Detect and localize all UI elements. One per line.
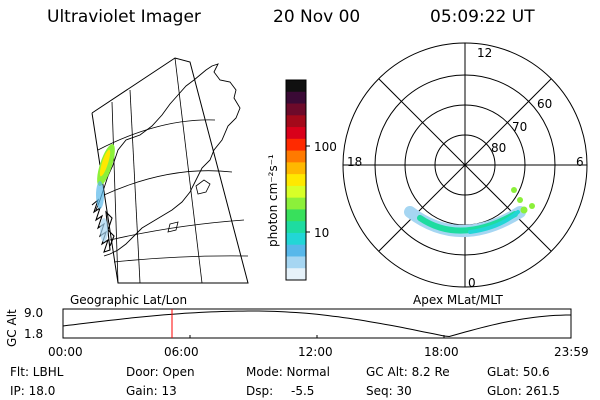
colorbar-band — [286, 209, 306, 222]
colorbar-tick-10: 10 — [314, 226, 330, 240]
parallel-line — [109, 219, 245, 241]
colorbar-band — [286, 103, 306, 116]
date-label: 20 Nov 00 — [273, 7, 361, 27]
instrument-title: Ultraviolet Imager — [47, 7, 201, 27]
colorbar-band — [286, 115, 306, 128]
geographic-map — [91, 57, 249, 284]
colorbar-band — [286, 256, 306, 269]
meridian-line — [129, 89, 141, 284]
geographic-panel-label: Geographic Lat/Lon — [70, 293, 188, 307]
colorbar-band — [286, 127, 306, 140]
coastline-island — [195, 179, 211, 195]
colorbar-band — [286, 221, 306, 234]
parallel-line — [97, 119, 216, 151]
mlat-label-80: 80 — [491, 141, 507, 155]
polar-panel-label: Apex MLat/MLT — [413, 293, 503, 307]
mlt-label-12: 12 — [477, 46, 493, 60]
colorbar-band — [286, 185, 306, 199]
coastline-island — [167, 221, 179, 233]
mlt-label-18: 18 — [347, 155, 363, 169]
gc-alt-info: GC Alt: 8.2 Re — [366, 365, 450, 379]
dsp-label: Dsp: — [246, 384, 274, 398]
altitude-plot — [62, 308, 572, 339]
parallel-line — [103, 170, 233, 196]
colorbar-band — [286, 91, 306, 105]
meridian-line — [174, 57, 203, 284]
mlat-label-60: 60 — [537, 97, 553, 111]
dsp-value: -5.5 — [291, 384, 315, 398]
colorbar-band — [286, 138, 306, 152]
altitude-xtick-0600: 06:00 — [164, 345, 199, 359]
mode-info: Mode: Normal — [246, 365, 330, 379]
altitude-ylabel: GC Alt — [5, 309, 19, 347]
mlat-label-70: 70 — [512, 120, 528, 134]
door-info: Door: Open — [126, 365, 195, 379]
colorbar-band — [286, 268, 306, 281]
colorbar — [285, 79, 310, 281]
aurora-geographic — [96, 143, 115, 242]
colorbar-unit-label: photon cm⁻²s⁻¹ — [266, 154, 280, 247]
ip-info: IP: 18.0 — [10, 384, 56, 398]
altitude-curve — [62, 310, 571, 338]
colorbar-band — [286, 174, 306, 187]
polar-plot — [342, 42, 588, 288]
seq-info: Seq: 30 — [366, 384, 412, 398]
altitude-xtick-1800: 18:00 — [424, 345, 459, 359]
altitude-xtick-1200: 12:00 — [298, 345, 333, 359]
map-frame — [91, 57, 249, 284]
altitude-ytick-min: 1.8 — [24, 327, 44, 341]
altitude-ytick-max: 9.0 — [24, 306, 44, 320]
mlt-label-0: 0 — [468, 276, 476, 290]
colorbar-band — [286, 244, 306, 257]
altitude-xtick-0000: 00:00 — [48, 345, 83, 359]
coastline — [95, 63, 241, 257]
colorbar-band — [286, 150, 306, 163]
glat-info: GLat: 50.6 — [487, 365, 550, 379]
polar-axis-diagonal — [378, 78, 552, 252]
colorbar-band — [286, 232, 306, 246]
meridian-line — [111, 101, 119, 284]
colorbar-band — [286, 80, 306, 93]
filter-info: Flt: LBHL — [10, 365, 64, 379]
colorbar-band — [286, 197, 306, 210]
colorbar-band — [286, 162, 306, 175]
time-label: 05:09:22 UT — [430, 7, 535, 27]
gain-info: Gain: 13 — [126, 384, 177, 398]
colorbar-tick-100: 100 — [314, 140, 337, 154]
parallel-line — [113, 255, 249, 263]
altitude-xtick-2359: 23:59 — [554, 345, 589, 359]
mlt-label-6: 6 — [576, 155, 584, 169]
aurora-polar — [404, 187, 535, 237]
glon-info: GLon: 261.5 — [487, 384, 560, 398]
